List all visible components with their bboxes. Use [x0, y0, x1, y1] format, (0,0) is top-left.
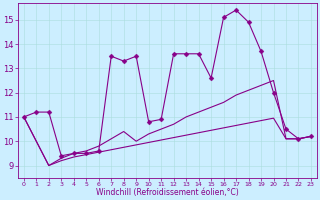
X-axis label: Windchill (Refroidissement éolien,°C): Windchill (Refroidissement éolien,°C) [96, 188, 239, 197]
